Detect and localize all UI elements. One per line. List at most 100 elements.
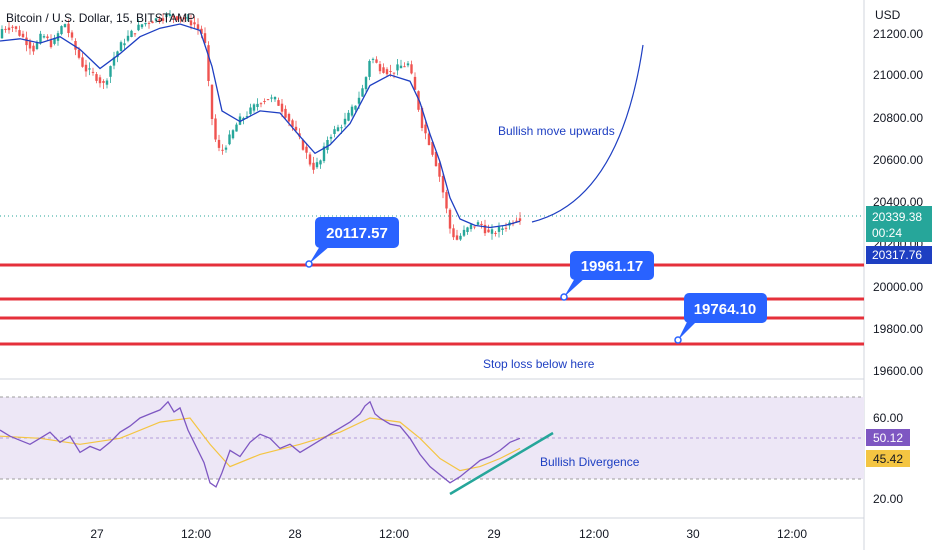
- rsi-value-label: 50.12: [873, 431, 903, 445]
- candle-body: [364, 77, 368, 90]
- candle-body: [431, 141, 434, 155]
- candle-body: [378, 64, 382, 72]
- candle-body: [427, 133, 431, 145]
- currency-label: USD: [875, 8, 901, 22]
- stop-loss-annotation: Stop loss below here: [483, 357, 595, 371]
- level-callout-4-anchor: [674, 336, 682, 344]
- candle-body: [333, 129, 336, 134]
- candle-body: [109, 66, 112, 77]
- candle-body: [224, 147, 228, 150]
- candle-body: [95, 74, 98, 81]
- candle-body: [39, 33, 42, 44]
- candle-body: [385, 69, 389, 75]
- candle-body: [434, 152, 438, 167]
- rsi-ma-tag-background: [866, 450, 910, 467]
- rsi-axis[interactable]: 60.00 20.00: [873, 411, 903, 506]
- price-tick-label: 19600.00: [873, 364, 923, 378]
- level-callout-1[interactable]: 20117.57: [305, 217, 399, 268]
- rsi-line: [0, 400, 521, 488]
- rsi-value-tag: 50.12: [866, 429, 910, 446]
- moving-average-value: 20317.76: [872, 248, 922, 262]
- candle-body: [28, 41, 32, 49]
- price-tick-label: 19800.00: [873, 322, 923, 336]
- candle-body: [0, 29, 4, 39]
- candle-body: [214, 118, 217, 140]
- candle-body: [228, 134, 231, 145]
- candle-body: [252, 104, 256, 111]
- candle-body: [340, 127, 343, 129]
- candle-body: [459, 235, 462, 240]
- candle-body: [368, 61, 371, 77]
- candle-body: [312, 162, 315, 170]
- candle-body: [445, 192, 448, 209]
- level-callout-2-box: [570, 251, 654, 280]
- rsi-ma-label: 45.42: [873, 452, 903, 466]
- candle-body: [81, 57, 84, 67]
- candle-body: [343, 118, 347, 125]
- time-axis[interactable]: 27 12:00 28 12:00 29 12:00 30 12:00: [90, 527, 807, 541]
- candle-body: [396, 64, 399, 71]
- divergence-trendline[interactable]: [449, 431, 554, 496]
- candle-body: [441, 176, 445, 193]
- price-tick-label: 20800.00: [873, 111, 923, 125]
- candle-body: [189, 20, 193, 26]
- moving-average-line: [0, 23, 521, 229]
- candle-body: [67, 23, 70, 33]
- last-price-tag: 20339.38 00:24: [866, 206, 932, 242]
- time-tick-label: 12:00: [379, 527, 409, 541]
- candle-body: [277, 100, 280, 106]
- candle-body: [494, 232, 497, 234]
- candle-body: [4, 28, 7, 30]
- time-tick-label: 28: [288, 527, 302, 541]
- time-tick-label: 12:00: [181, 527, 211, 541]
- price-tick-label: 20400.00: [873, 195, 923, 209]
- candle-body: [207, 45, 210, 81]
- candle-body: [305, 146, 308, 153]
- price-axis[interactable]: 21200.00 21000.00 20800.00 20600.00 2040…: [873, 27, 923, 378]
- candle-body: [438, 163, 441, 177]
- candle-body: [308, 154, 312, 165]
- candle-body: [476, 222, 480, 225]
- time-tick-label: 30: [686, 527, 700, 541]
- candle-body: [231, 130, 235, 139]
- candle-body: [515, 220, 518, 222]
- candle-body: [469, 224, 473, 230]
- bullish-move-curve[interactable]: [531, 44, 644, 223]
- countdown-value: 00:24: [872, 226, 902, 240]
- candle-body: [504, 227, 508, 229]
- candle-body: [483, 224, 487, 234]
- level-callout-4-box: [684, 293, 767, 323]
- candle-body: [406, 63, 410, 66]
- candle-body: [455, 235, 459, 240]
- candle-body: [235, 124, 238, 132]
- candle-body: [7, 27, 11, 31]
- candle-body: [354, 105, 357, 110]
- candle-body: [259, 103, 263, 105]
- level-callout-2-pointer: [564, 278, 585, 297]
- candle-body: [35, 41, 39, 49]
- candle-body: [294, 126, 298, 131]
- candle-body: [329, 136, 333, 139]
- candle-body: [301, 140, 305, 150]
- candle-body: [403, 66, 406, 68]
- candle-body: [270, 97, 273, 99]
- level-callout-2[interactable]: 19961.17: [560, 251, 654, 301]
- candle-body: [221, 149, 224, 151]
- candle-body: [151, 21, 154, 24]
- bullish-divergence-annotation: Bullish Divergence: [540, 455, 640, 469]
- candle-body: [375, 59, 378, 63]
- candle-body: [130, 30, 133, 37]
- candle-body: [102, 81, 105, 83]
- candle-body: [74, 41, 77, 50]
- level-callout-4[interactable]: 19764.10: [674, 293, 767, 344]
- candle-body: [256, 103, 259, 107]
- candle-body: [123, 43, 126, 46]
- candle-body: [203, 33, 207, 43]
- candle-body: [238, 116, 242, 125]
- candle-body: [53, 37, 56, 44]
- candle-body: [273, 97, 277, 100]
- rsi-ma-line: [0, 417, 521, 472]
- time-tick-label: 12:00: [777, 527, 807, 541]
- candle-body: [21, 33, 25, 38]
